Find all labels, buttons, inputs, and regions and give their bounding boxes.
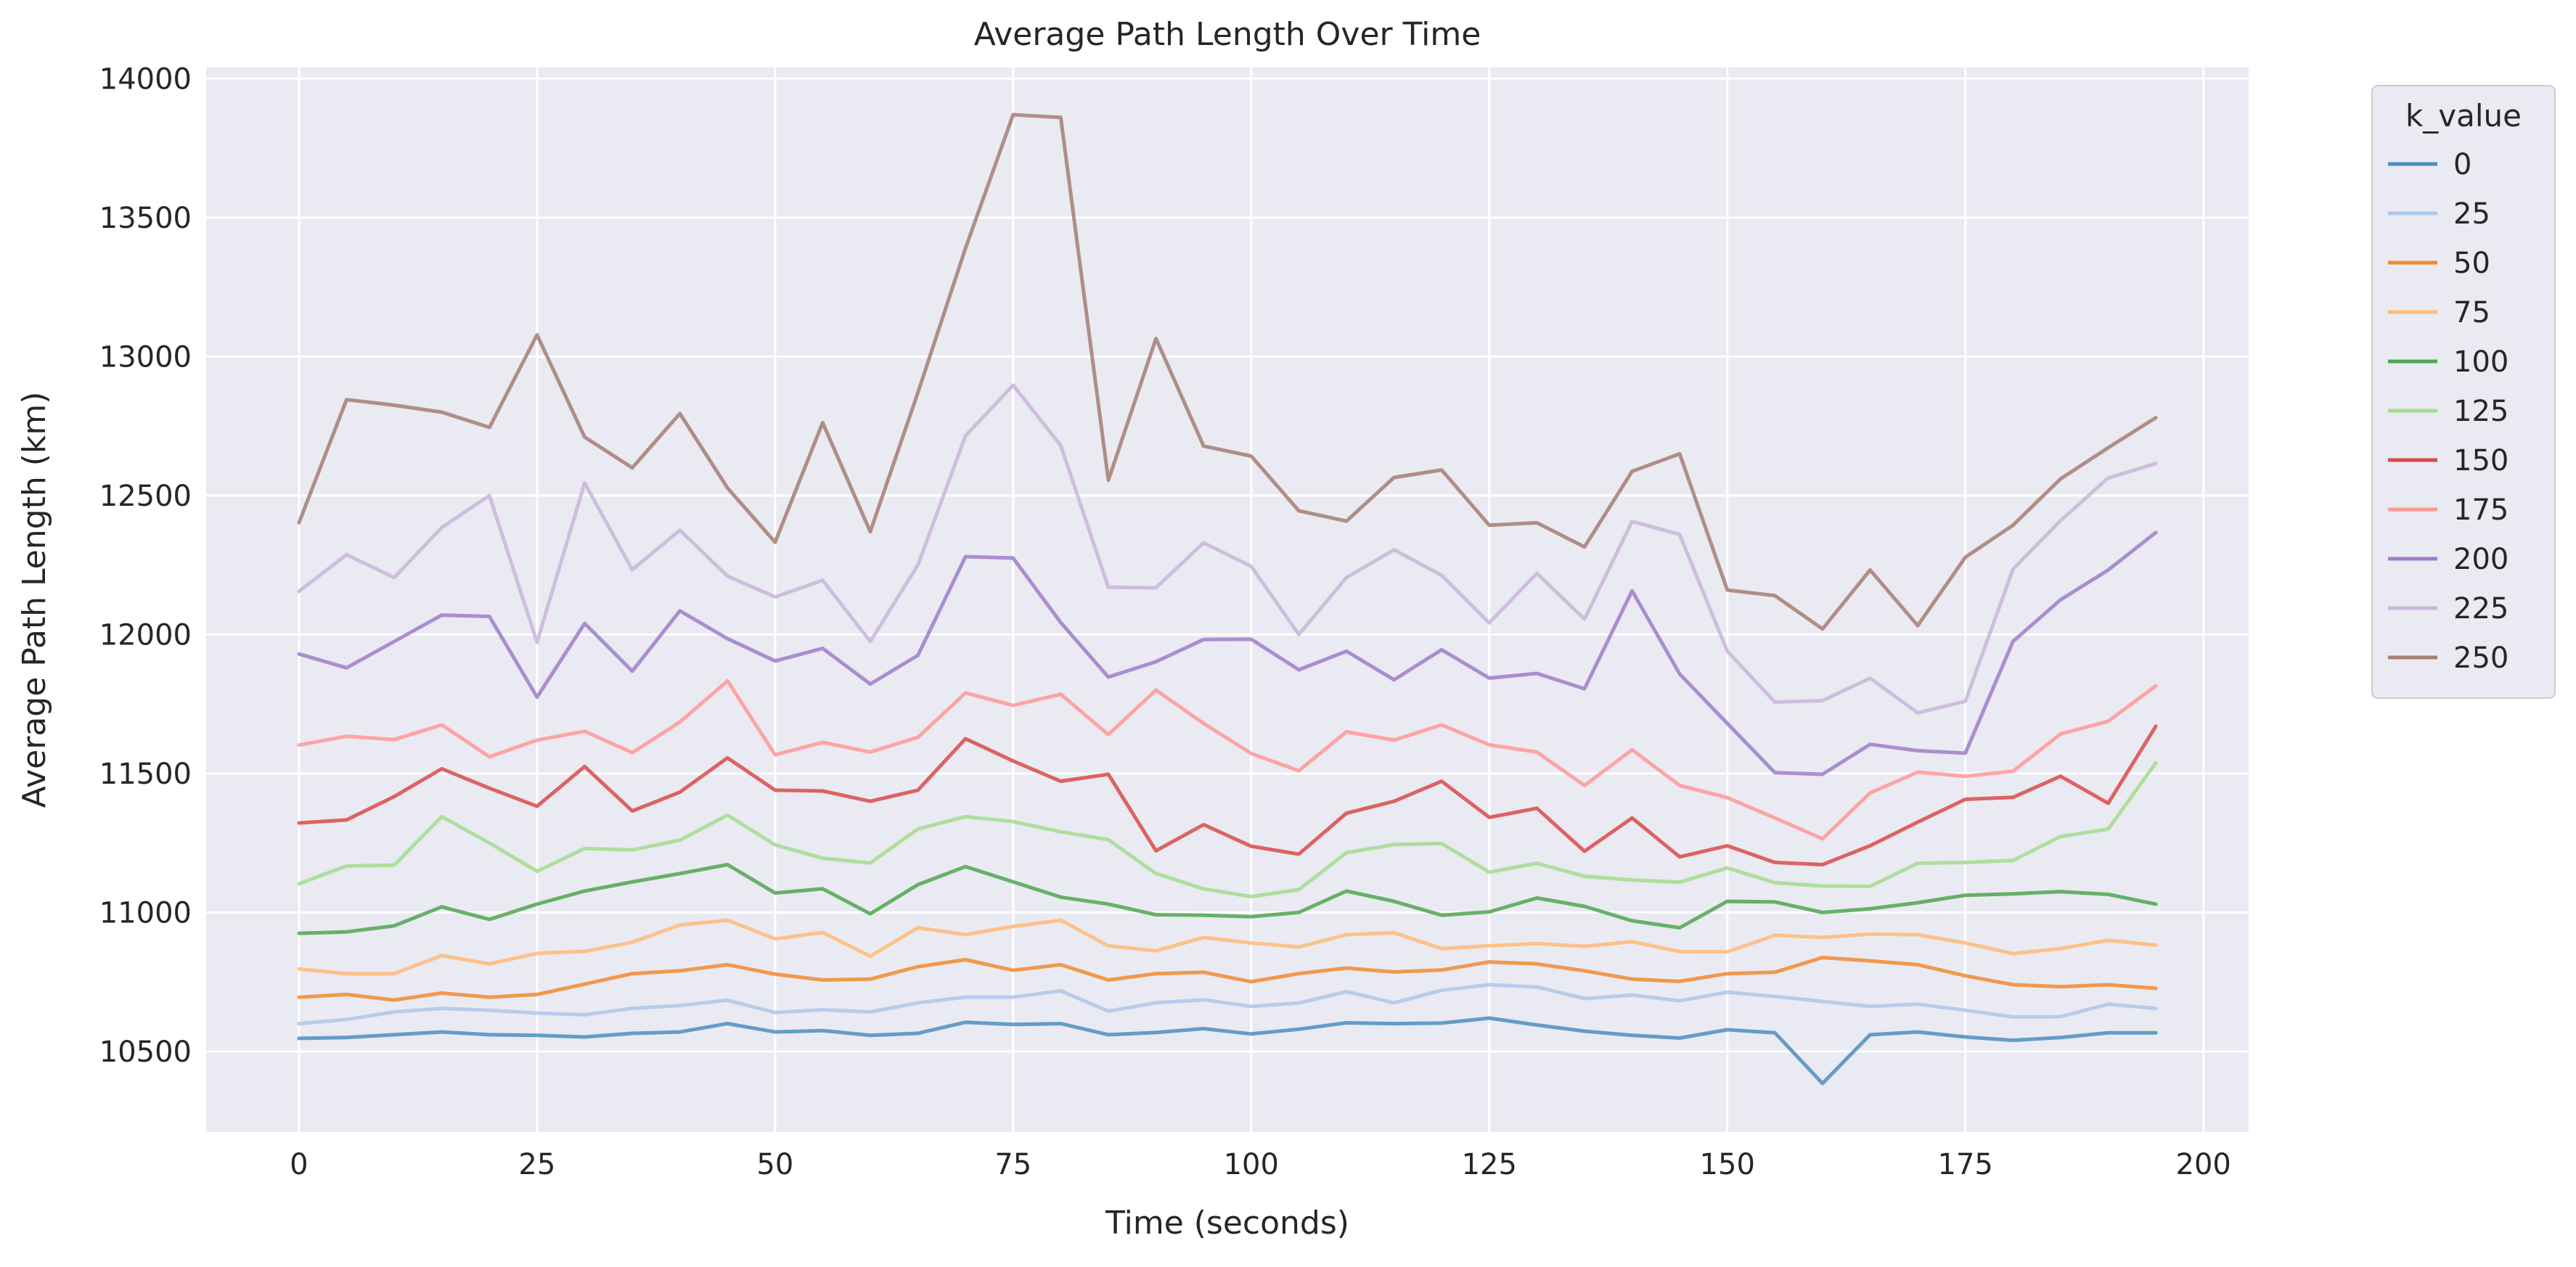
series-line-k-250 bbox=[297, 112, 2158, 631]
x-tick-label: 0 bbox=[290, 1148, 308, 1181]
x-axis-label: Time (seconds) bbox=[1105, 1205, 1349, 1242]
plot-area-background bbox=[206, 67, 2249, 1132]
y-tick-label: 11500 bbox=[99, 758, 192, 791]
x-tick-label: 150 bbox=[1700, 1148, 1755, 1181]
legend-label: 100 bbox=[2453, 345, 2508, 379]
y-tick-labels: 10500 11000 11500 12000 12500 13000 13500 14000 bbox=[99, 62, 192, 1069]
y-tick-label: 14000 bbox=[99, 62, 192, 96]
series-line-k-225 bbox=[297, 383, 2158, 715]
x-tick-label: 100 bbox=[1224, 1148, 1279, 1181]
series-line-k-50 bbox=[297, 956, 2158, 1002]
legend-label: 175 bbox=[2453, 493, 2508, 527]
legend-label: 200 bbox=[2453, 543, 2508, 576]
y-tick-label: 13500 bbox=[99, 202, 192, 235]
grid-lines bbox=[206, 67, 2249, 1132]
series-line-k-150 bbox=[297, 724, 2158, 866]
legend-title: k_value bbox=[2405, 98, 2522, 134]
legend-label: 50 bbox=[2453, 247, 2490, 280]
series-line-k-75 bbox=[297, 918, 2158, 976]
legend: k_value 0 25 50 75 100 125 150 175 200 225 250 bbox=[2371, 85, 2556, 699]
legend-label: 75 bbox=[2453, 296, 2490, 329]
legend-label: 0 bbox=[2453, 148, 2471, 181]
legend-label: 225 bbox=[2453, 592, 2508, 626]
series-line-k-125 bbox=[297, 760, 2158, 899]
legend-items: 0 25 50 75 100 125 150 175 200 225 250 bbox=[2388, 148, 2508, 675]
y-tick-label: 10500 bbox=[99, 1036, 192, 1069]
y-tick-label: 13000 bbox=[99, 340, 192, 374]
legend-label: 125 bbox=[2453, 395, 2508, 428]
y-tick-label: 12000 bbox=[99, 618, 192, 652]
series-line-k-200 bbox=[297, 530, 2158, 776]
series-line-k-100 bbox=[297, 863, 2158, 935]
x-tick-label: 200 bbox=[2176, 1148, 2231, 1181]
y-axis-label: Average Path Length (km) bbox=[16, 392, 53, 808]
series-line-k-175 bbox=[297, 678, 2158, 841]
x-tick-label: 25 bbox=[518, 1148, 555, 1181]
series-line-k-0 bbox=[297, 1016, 2158, 1086]
legend-label: 250 bbox=[2453, 641, 2508, 675]
x-tick-labels: 0 25 50 75 100 125 150 175 200 bbox=[290, 1148, 2231, 1181]
x-tick-label: 125 bbox=[1462, 1148, 1517, 1181]
series-lines bbox=[297, 112, 2158, 1086]
legend-label: 25 bbox=[2453, 197, 2490, 231]
legend-box bbox=[2371, 85, 2556, 699]
y-tick-label: 12500 bbox=[99, 480, 192, 513]
x-tick-label: 175 bbox=[1938, 1148, 1993, 1181]
x-tick-label: 50 bbox=[756, 1148, 793, 1181]
chart-title: Average Path Length Over Time bbox=[974, 16, 1481, 53]
series-line-k-25 bbox=[297, 983, 2158, 1026]
y-tick-label: 11000 bbox=[99, 896, 192, 930]
x-tick-label: 75 bbox=[994, 1148, 1031, 1181]
legend-label: 150 bbox=[2453, 444, 2508, 477]
